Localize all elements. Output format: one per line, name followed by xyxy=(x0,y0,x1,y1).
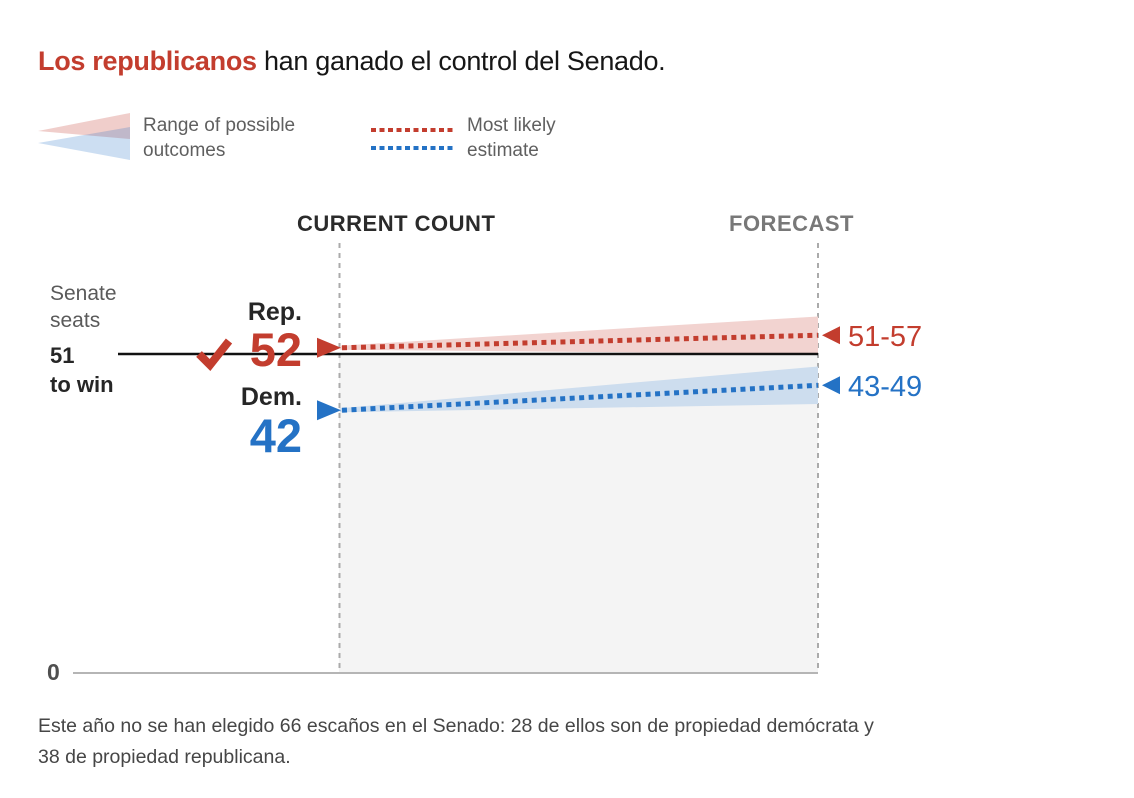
rep-estimate-legend-icon xyxy=(371,128,456,132)
dem-current-arrow-icon xyxy=(317,400,341,421)
rep-current-arrow-icon xyxy=(317,337,341,358)
estimate-legend-line1: Most likely xyxy=(467,115,556,136)
y-axis-title: Senate seats xyxy=(50,280,117,334)
forecast-header: FORECAST xyxy=(729,211,854,236)
range-legend-line2: outcomes xyxy=(143,140,226,161)
range-legend-line1: Range of possible xyxy=(143,115,296,136)
estimate-legend-label: Most likely estimate xyxy=(467,113,556,163)
footnote: Este año no se han elegido 66 escaños en… xyxy=(38,711,874,773)
estimate-legend-line2: estimate xyxy=(467,140,539,161)
rep-forecast-range: 51-57 xyxy=(848,321,923,353)
range-legend-icon xyxy=(38,113,130,160)
dem-range-band xyxy=(340,366,818,413)
rep-estimate-line xyxy=(341,332,819,351)
majority-tick-label: 51 to win xyxy=(50,341,114,399)
y-axis-title-line2: seats xyxy=(50,309,101,332)
dem-series-label: Dem. xyxy=(240,383,302,411)
footnote-line2: 38 de propiedad republicana. xyxy=(38,746,291,768)
rep-forecast-arrow-icon xyxy=(822,326,840,345)
winner-check-icon xyxy=(196,338,233,372)
dem-estimate-legend-icon xyxy=(371,146,456,150)
rep-wedge-icon xyxy=(38,113,130,139)
chart-title: Los republicanos han ganado el control d… xyxy=(38,46,666,77)
dem-wedge-icon xyxy=(38,127,130,160)
zero-tick-label: 0 xyxy=(47,659,60,685)
rep-series-label: Rep. xyxy=(247,298,302,326)
dem-current-count: 42 xyxy=(249,409,302,462)
title-rest: han ganado el control del Senado. xyxy=(256,46,666,76)
footnote-line1: Este año no se han elegido 66 escaños en… xyxy=(38,715,874,737)
rep-current-count: 52 xyxy=(249,323,302,376)
title-highlight: Los republicanos xyxy=(38,46,257,76)
majority-tick-caption: to win xyxy=(50,372,114,397)
dem-forecast-range: 43-49 xyxy=(848,371,923,403)
current-count-header: CURRENT COUNT xyxy=(297,211,496,236)
range-legend-label: Range of possible outcomes xyxy=(143,113,295,163)
dem-forecast-arrow-icon xyxy=(822,376,840,395)
dem-estimate-line xyxy=(341,382,819,413)
majority-tick-value: 51 xyxy=(50,343,75,368)
y-axis-title-line1: Senate xyxy=(50,282,117,305)
